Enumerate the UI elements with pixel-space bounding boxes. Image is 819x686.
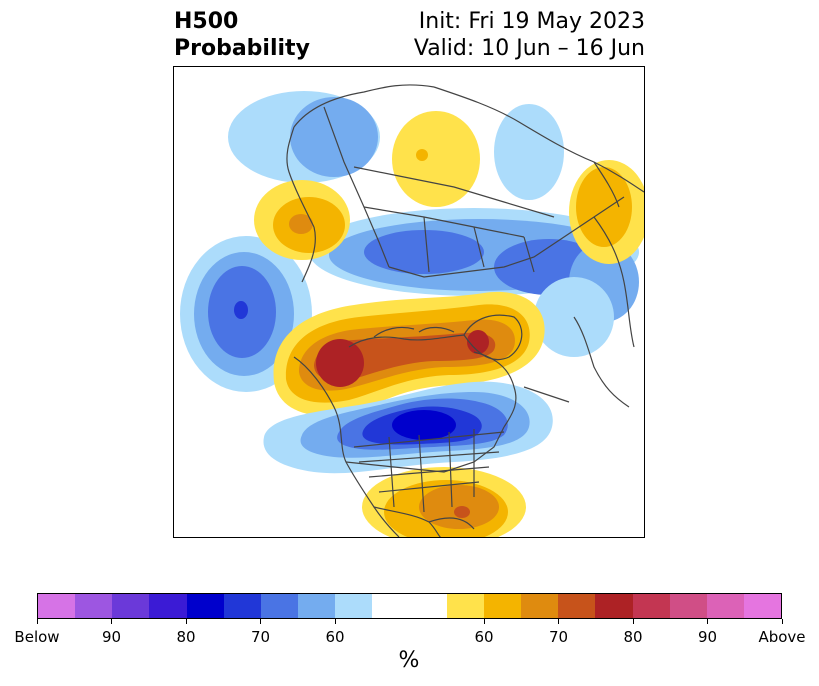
colorbar-tick-label: 60 — [325, 628, 345, 646]
colorbar-tick-mark — [111, 619, 112, 624]
colorbar-unit: % — [398, 648, 420, 673]
colorbar-segment — [706, 594, 744, 618]
colorbar-segment — [186, 594, 224, 618]
colorbar-tick-label: 80 — [176, 628, 196, 646]
colorbar-tick-mark — [707, 619, 708, 624]
colorbar-tick-label: 90 — [101, 628, 122, 646]
colorbar-segment — [483, 594, 522, 618]
colorbar-tick-mark — [781, 619, 783, 624]
colorbar-tick-mark — [334, 619, 336, 624]
coastlines — [286, 84, 644, 537]
anomaly-central-north-america-trough — [263, 381, 553, 474]
colorbar-tick-label: 90 — [697, 628, 718, 646]
colorbar-tick-label: 70 — [548, 628, 569, 646]
colorbar-tick-mark — [260, 619, 261, 624]
colorbar-tick-label: 80 — [623, 628, 643, 646]
colorbar-tick-mark — [36, 619, 38, 624]
colorbar-segment — [372, 594, 410, 618]
anomaly-siberian-ridge — [392, 111, 480, 207]
colorbar-segment — [335, 594, 373, 618]
colorbar-segment — [260, 594, 299, 618]
colorbar-segment — [298, 594, 336, 618]
colorbar-segment — [75, 594, 113, 618]
colorbar-tick-label: Above — [758, 628, 806, 646]
colorbar-segment — [743, 594, 782, 618]
colorbar-tick-label: Below — [14, 628, 60, 646]
anomaly-north-pacific-trough — [228, 91, 380, 183]
probability-map — [173, 66, 645, 538]
chart-title-right: Init: Fri 19 May 2023 Valid: 10 Jun – 16… — [413, 9, 645, 61]
anomaly-arctic-trough — [309, 104, 639, 357]
colorbar-tick-label: 70 — [250, 628, 271, 646]
colorbar-segment — [112, 594, 150, 618]
anomaly-north-atlantic-ridge — [254, 180, 350, 260]
colorbar-segment — [595, 594, 633, 618]
colorbar-tick-mark — [558, 619, 559, 624]
colorbar-segment — [558, 594, 596, 618]
colorbar-segment — [409, 594, 447, 618]
colorbar-segment — [632, 594, 670, 618]
colorbar — [37, 593, 782, 619]
colorbar-segment — [149, 594, 187, 618]
colorbar-tick-label: 60 — [474, 628, 494, 646]
anomaly-east-asia-ridge — [569, 160, 644, 264]
colorbar-segment — [521, 594, 559, 618]
anomaly-western-atlantic-trough — [180, 236, 312, 392]
anomaly-gulf-coast-ridge — [362, 467, 526, 537]
colorbar-segment — [38, 594, 76, 618]
chart-title-left: H500 Probability — [174, 9, 310, 61]
colorbar-tick-mark — [185, 619, 187, 624]
colorbar-tick-mark — [632, 619, 634, 624]
colorbar-tick-mark — [483, 619, 485, 624]
colorbar-segment — [446, 594, 484, 618]
colorbar-segment — [223, 594, 261, 618]
colorbar-segment — [669, 594, 707, 618]
